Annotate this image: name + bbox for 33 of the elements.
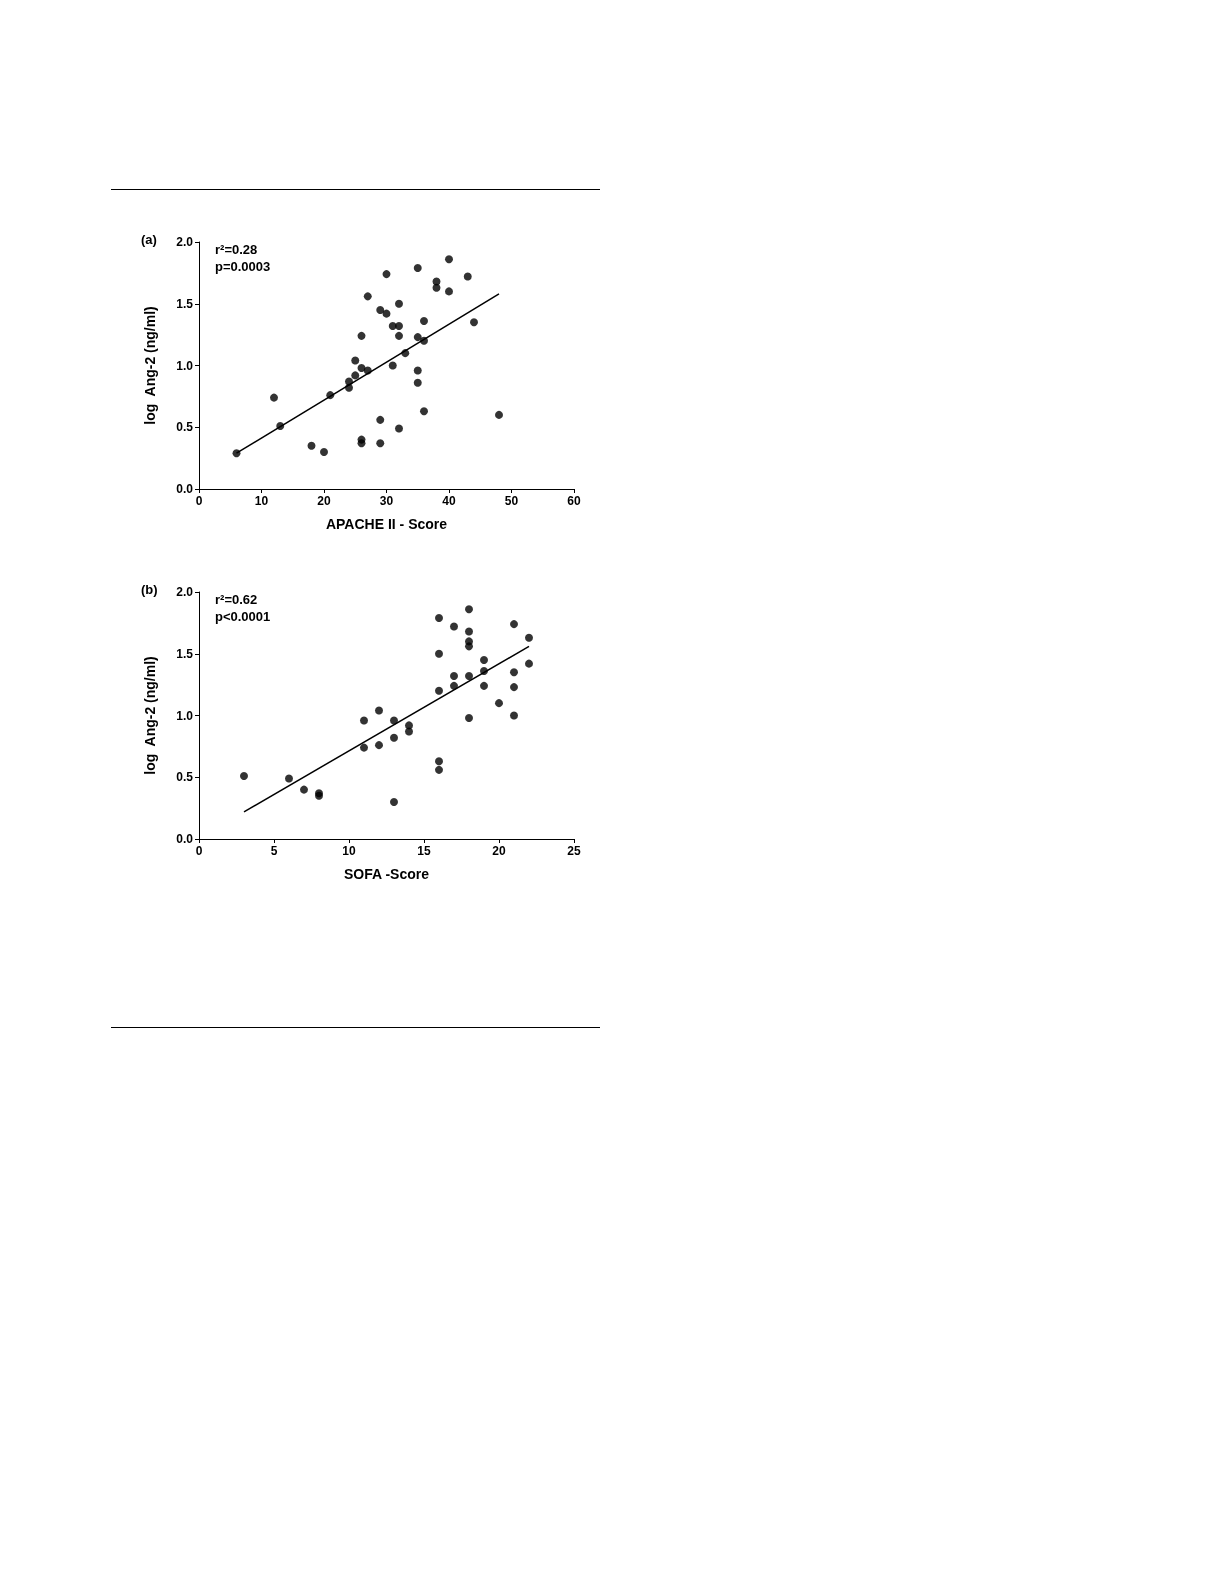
y-tick-label: 0.5 [176,420,194,435]
y-tick-label: 0.5 [176,770,194,785]
x-tick-label: 15 [417,844,431,858]
annotation: p=0.0003 [215,259,271,274]
y-tick-label: 1.5 [176,646,194,661]
chart-title: (a) [141,232,157,247]
x-tick-label: 40 [442,494,456,508]
x-tick-label: 0 [195,494,203,508]
y-tick-label: 1.0 [176,358,194,373]
x-axis-title: SOFA -Score [343,866,430,882]
y-tick-label: 2.0 [176,585,194,599]
y-axis-title: log Ang-2 (ng/ml) [142,656,158,775]
annotation: p<0.0001 [215,609,271,624]
x-axis-title: APACHE II - Score [325,516,448,532]
x-tick-label: 50 [504,494,519,508]
chart-title: (b) [141,582,158,597]
x-tick-label: 10 [342,844,356,858]
y-tick-label: 0.0 [176,482,194,496]
y-tick-label: 0.0 [176,832,194,846]
x-tick-label: 25 [567,844,581,858]
y-tick-label: 2.0 [176,235,194,249]
x-tick-label: 0 [195,844,203,858]
y-tick-label: 1.5 [176,296,194,311]
x-tick-label: 5 [270,844,278,858]
x-tick-label: 20 [317,494,331,508]
x-tick-label: 20 [492,844,506,858]
annotation: r²=0.62 [215,592,258,607]
y-tick-label: 1.0 [176,708,194,723]
x-tick-label: 30 [379,494,394,508]
annotation: r²=0.28 [215,242,258,257]
x-tick-label: 10 [254,494,269,508]
x-tick-label: 60 [567,494,581,508]
y-axis-title: log Ang-2 (ng/ml) [142,306,158,425]
